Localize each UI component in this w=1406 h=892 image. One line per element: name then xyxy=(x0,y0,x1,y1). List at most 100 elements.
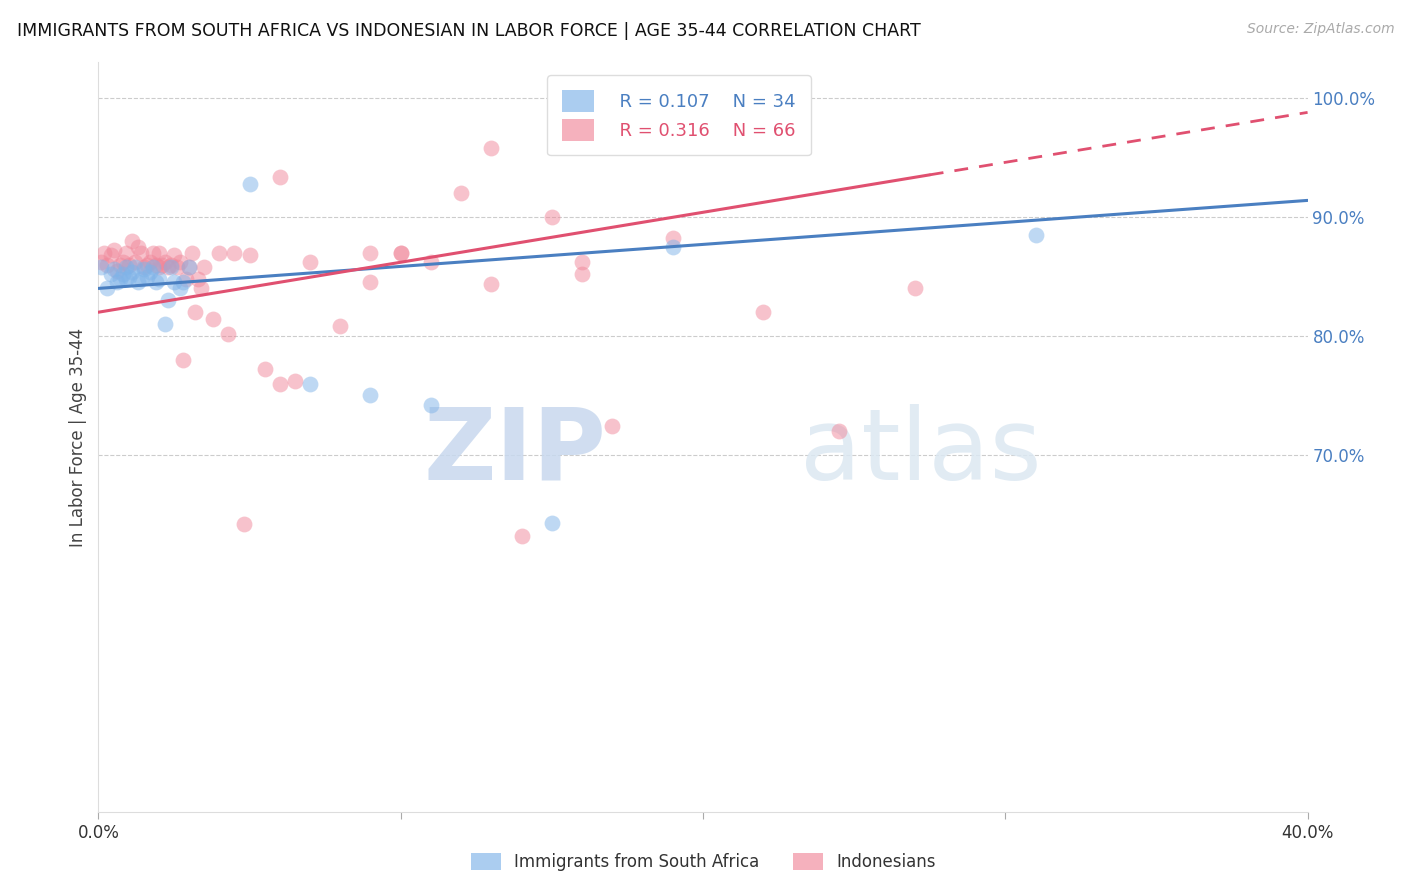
Point xyxy=(284,374,307,388)
Point xyxy=(129,245,152,260)
Point xyxy=(208,245,231,260)
Legend:   R = 0.107    N = 34,   R = 0.316    N = 66: R = 0.107 N = 34, R = 0.316 N = 66 xyxy=(547,75,810,155)
Point xyxy=(139,255,162,269)
Point xyxy=(111,255,134,269)
Point xyxy=(114,272,136,286)
Point xyxy=(111,267,134,281)
Point xyxy=(193,260,215,274)
Point xyxy=(179,260,201,274)
Point xyxy=(510,529,533,543)
Point xyxy=(148,260,170,274)
Point xyxy=(239,177,262,191)
Point xyxy=(269,169,291,184)
Text: atlas: atlas xyxy=(800,403,1042,500)
Point xyxy=(132,260,155,274)
Point xyxy=(181,245,204,260)
Point xyxy=(156,293,179,308)
Point xyxy=(153,317,176,331)
Point xyxy=(329,319,352,334)
Point xyxy=(145,276,167,290)
Point xyxy=(389,245,412,260)
Point xyxy=(166,260,188,274)
Point xyxy=(540,210,562,224)
Text: IMMIGRANTS FROM SOUTH AFRICA VS INDONESIAN IN LABOR FORCE | AGE 35-44 CORRELATIO: IMMIGRANTS FROM SOUTH AFRICA VS INDONESI… xyxy=(17,22,921,40)
Text: Source: ZipAtlas.com: Source: ZipAtlas.com xyxy=(1247,22,1395,37)
Point xyxy=(904,281,927,295)
Point xyxy=(631,136,654,151)
Point xyxy=(163,248,186,262)
Point xyxy=(239,248,262,262)
Point xyxy=(187,272,209,286)
Point xyxy=(172,276,194,290)
Point xyxy=(450,186,472,201)
Point xyxy=(169,281,191,295)
Point xyxy=(114,260,136,274)
Point xyxy=(150,258,173,272)
Point xyxy=(100,267,122,281)
Point xyxy=(105,263,128,277)
Point xyxy=(114,245,136,260)
Point xyxy=(661,231,683,245)
Point xyxy=(96,281,118,295)
Text: ZIP: ZIP xyxy=(423,403,606,500)
Point xyxy=(108,258,131,272)
Point xyxy=(118,258,141,272)
Point xyxy=(481,277,503,291)
Point xyxy=(100,248,122,262)
Point xyxy=(174,272,197,286)
Point xyxy=(360,245,382,260)
Point xyxy=(118,269,141,284)
Point xyxy=(661,240,683,254)
Point xyxy=(224,245,246,260)
Point xyxy=(148,245,170,260)
Point xyxy=(179,260,201,274)
Point xyxy=(299,376,322,391)
Point xyxy=(124,260,146,274)
Point xyxy=(169,255,191,269)
Point xyxy=(389,245,412,260)
Point xyxy=(360,388,382,402)
Point xyxy=(108,272,131,286)
Point xyxy=(139,265,162,279)
Point xyxy=(360,276,382,290)
Point xyxy=(96,258,118,272)
Point xyxy=(752,305,775,319)
Point xyxy=(253,362,276,376)
Y-axis label: In Labor Force | Age 35-44: In Labor Force | Age 35-44 xyxy=(69,327,87,547)
Point xyxy=(129,272,152,286)
Point xyxy=(142,260,165,274)
Point xyxy=(540,516,562,530)
Point xyxy=(90,260,112,274)
Point xyxy=(132,262,155,277)
Point xyxy=(103,262,125,277)
Point xyxy=(232,516,254,531)
Point xyxy=(172,352,194,367)
Point xyxy=(93,245,115,260)
Point xyxy=(571,255,593,269)
Point xyxy=(571,267,593,281)
Point xyxy=(103,244,125,258)
Point xyxy=(160,258,183,272)
Point xyxy=(481,141,503,155)
Point xyxy=(142,245,165,260)
Point xyxy=(299,255,322,269)
Point xyxy=(153,255,176,269)
Point xyxy=(828,424,851,438)
Point xyxy=(135,269,157,284)
Point xyxy=(602,419,624,434)
Point xyxy=(90,255,112,269)
Point xyxy=(127,276,149,290)
Point xyxy=(420,398,443,412)
Point xyxy=(148,272,170,286)
Point xyxy=(156,260,179,274)
Point xyxy=(217,326,239,341)
Point xyxy=(160,260,183,274)
Point xyxy=(163,276,186,290)
Point xyxy=(184,305,207,319)
Point xyxy=(121,265,143,279)
Point xyxy=(1024,227,1046,242)
Point xyxy=(202,312,225,326)
Legend: Immigrants from South Africa, Indonesians: Immigrants from South Africa, Indonesian… xyxy=(463,845,943,880)
Point xyxy=(190,281,212,295)
Point xyxy=(121,234,143,248)
